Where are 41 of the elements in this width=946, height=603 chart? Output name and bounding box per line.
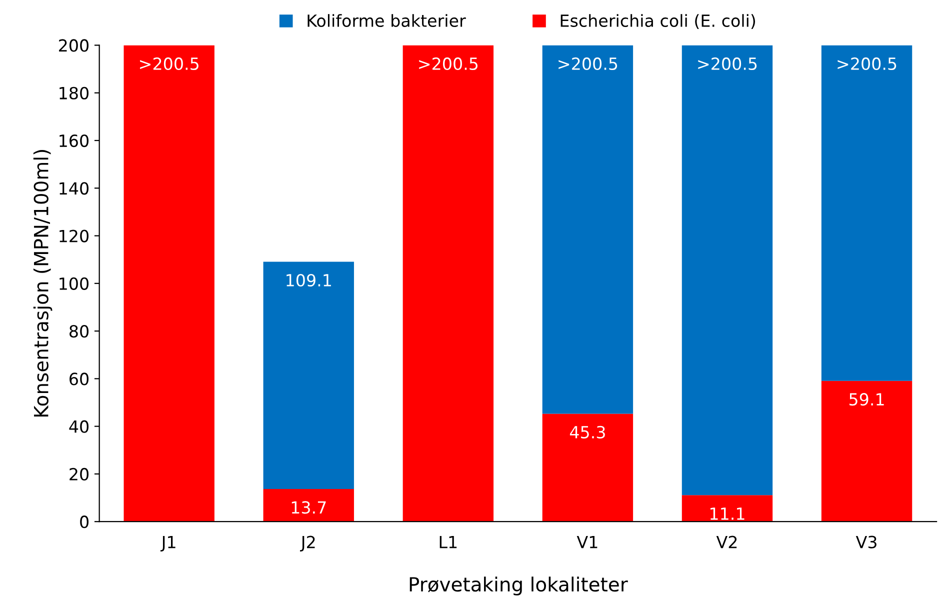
bar <box>542 45 634 414</box>
x-tick-label: V2 <box>716 536 737 548</box>
y-tick-label: 80 <box>70 325 88 338</box>
y-tick-label: 200 <box>59 39 88 52</box>
y-tick-label: 20 <box>70 468 88 481</box>
data-label: 13.7 <box>292 501 326 514</box>
bar <box>402 45 494 522</box>
bar <box>542 414 634 522</box>
x-tick-label: V3 <box>856 536 876 548</box>
bar <box>682 45 773 496</box>
data-label: 11.1 <box>710 508 744 520</box>
y-tick-label: 60 <box>70 372 88 386</box>
x-tick-label: V1 <box>576 536 598 548</box>
y-tick-label: 0 <box>80 516 88 528</box>
y-tick-label: 100 <box>60 277 88 290</box>
y-tick-label: 120 <box>60 230 88 242</box>
data-label: 45.3 <box>570 426 605 439</box>
data-label: >200.5 <box>140 57 198 70</box>
total-label: >200.5 <box>838 57 896 70</box>
legend-label: Escherichia coli (E. coli) <box>560 14 756 29</box>
x-tick-label: J1 <box>160 536 176 552</box>
y-tick-label: 40 <box>69 420 88 433</box>
bar <box>821 45 912 381</box>
bar <box>263 488 354 522</box>
bar <box>124 45 214 522</box>
y-tick-label: 140 <box>60 182 88 195</box>
x-tick-label: J2 <box>300 536 315 552</box>
bar <box>263 262 354 489</box>
legend-label: Koliforme bakterier <box>308 14 466 27</box>
bar <box>821 380 912 522</box>
total-label: >200.5 <box>698 57 757 70</box>
y-tick-label: 180 <box>60 86 88 100</box>
total-label: 109.1 <box>286 274 331 287</box>
x-tick-label: L1 <box>440 536 457 548</box>
data-label: >200.5 <box>419 57 478 70</box>
bar <box>682 495 773 522</box>
y-tick-label: 160 <box>60 134 88 148</box>
data-label: 59.1 <box>850 393 884 406</box>
x-axis-title: Prøvetaking lokaliteter <box>410 576 628 596</box>
y-axis-title: Konsentrasjon (MPN/100ml) <box>33 150 52 417</box>
total-label: >200.5 <box>558 57 618 70</box>
